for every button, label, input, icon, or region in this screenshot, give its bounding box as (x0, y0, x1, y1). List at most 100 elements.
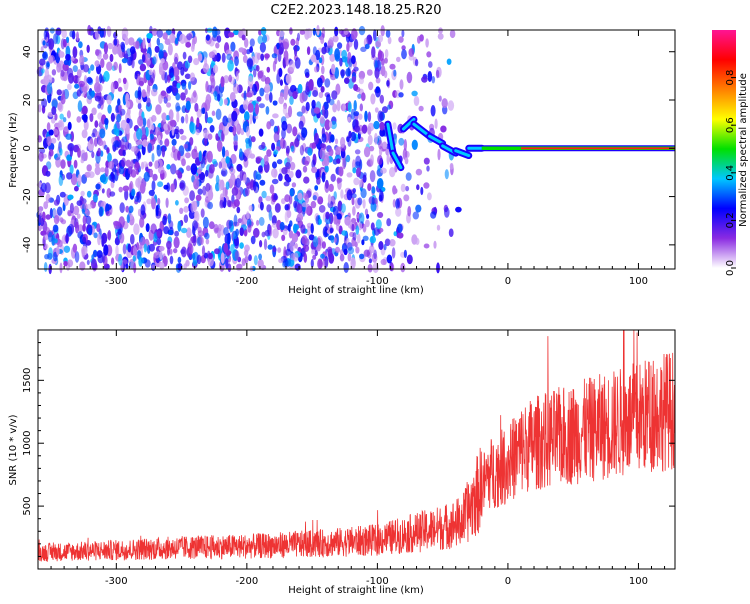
spectrogram-noise-blob (328, 37, 335, 43)
spectrogram-noise-blob (136, 152, 140, 163)
snr-y-tick-label: 1000 (22, 430, 33, 455)
spectrogram-arrival-core (391, 151, 403, 170)
spectrogram-noise-blob (406, 254, 413, 265)
spectrogram-noise-blob (139, 257, 145, 264)
spectrogram-noise-blob (80, 190, 85, 197)
spectrogram-noise-blob (118, 104, 123, 112)
spectrogram-noise-blob (63, 59, 69, 66)
spectrogram-noise-blob (278, 96, 285, 105)
spectrogram-noise-blob (151, 115, 157, 122)
spectrogram-noise-blob (379, 128, 386, 137)
spectrogram-noise-blob (368, 258, 372, 264)
spectrogram-noise-blob (170, 163, 177, 175)
spectrogram-noise-blob (53, 33, 59, 45)
spectrogram-noise-blob (220, 76, 225, 88)
spectrogram-noise-blob (67, 259, 74, 268)
spectrogram-noise-blob (304, 194, 310, 204)
spectrogram-noise-blob (382, 141, 388, 150)
spectrogram-noise-blob (317, 196, 324, 205)
spectrogram-noise-blob (374, 67, 380, 79)
spectrogram-noise-blob (225, 156, 230, 164)
spectrogram-noise-blob (318, 205, 326, 213)
spectrogram-noise-blob (175, 169, 181, 175)
spectrogram-noise-blob (135, 139, 142, 146)
spectrogram-noise-blob (404, 157, 409, 165)
spectrogram-noise-blob (216, 140, 223, 152)
spectrogram-noise-blob (259, 179, 266, 186)
spectrogram-noise-blob (188, 81, 192, 90)
spectrogram-noise-blob (340, 69, 346, 77)
spectrogram-noise-blob (187, 55, 193, 64)
spectrogram-noise-blob (249, 46, 254, 53)
spectrogram-noise-blob (379, 121, 385, 131)
spectrogram-noise-blob (285, 55, 289, 67)
spectrogram-noise-blob (137, 208, 141, 217)
spectrogram-noise-blob (204, 232, 210, 240)
spectrogram-noise-blob (62, 38, 67, 48)
spectrogram-noise-blob (179, 33, 186, 44)
spectrogram-noise-blob (119, 232, 125, 244)
spectrogram-noise-blob (325, 211, 330, 220)
spectrogram-noise-blob (50, 137, 57, 144)
spectrogram-noise-blob (421, 76, 428, 83)
spectrogram-noise-blob (190, 122, 197, 135)
spectrogram-noise-blob (272, 161, 277, 169)
spectrogram-noise-blob (179, 180, 186, 191)
spectrogram-noise-blob (211, 158, 217, 165)
spectrogram-noise-blob (279, 79, 283, 86)
spectrogram-noise-blob (321, 105, 325, 117)
spectrogram-noise-blob (133, 262, 137, 274)
spectrogram-noise-blob (278, 67, 283, 78)
spectrogram-noise-blob (358, 179, 363, 188)
spectrogram-noise-blob (371, 46, 376, 59)
spectrogram-noise-blob (347, 101, 352, 113)
spectrogram-noise-blob (266, 149, 272, 157)
spectrogram-noise-blob (99, 174, 107, 183)
spectrogram-noise-blob (347, 246, 355, 255)
spectrogram-noise-blob (127, 243, 132, 253)
spectrogram-noise-blob (352, 188, 357, 194)
spectrogram-noise-blob (174, 230, 180, 237)
spectrogram-noise-blob (333, 237, 337, 243)
colorbar-tick-label: 0.6 (725, 117, 736, 133)
spectrogram-noise-blob (111, 257, 115, 265)
spectrogram-noise-blob (177, 220, 182, 232)
spectrogram-noise-blob (200, 208, 205, 218)
spectrogram-noise-blob (168, 109, 174, 121)
spectrogram-noise-blob (403, 194, 410, 202)
spectrogram-noise-blob (282, 105, 288, 115)
spectrogram-noise-blob (48, 129, 54, 136)
spectrogram-noise-blob (244, 250, 249, 257)
spectrogram-noise-blob (138, 244, 142, 250)
spectrogram-noise-blob (312, 195, 317, 201)
spectrogram-noise-blob (120, 138, 125, 150)
spectrogram-noise-blob (38, 206, 44, 212)
spectrogram-noise-blob (158, 49, 164, 59)
spectrogram-noise-blob (444, 207, 450, 218)
spectrogram-noise-blob (237, 218, 243, 224)
spectrogram-noise-blob (377, 212, 384, 218)
spectrogram-noise-blob (86, 76, 93, 84)
colorbar: 0.0 0.2 0.4 0.6 0.8 Normalized spectral ampl… (712, 30, 749, 276)
spectrogram-noise-blob (190, 44, 195, 52)
spectrogram-noise-blob (328, 148, 334, 157)
spectrogram-noise-blob (229, 168, 236, 175)
spectrogram-noise-blob (278, 35, 285, 46)
spectrogram-noise-blob (156, 29, 163, 38)
snr-x-tick-label: 100 (629, 576, 648, 587)
spectrogram-noise-blob (148, 161, 153, 167)
spectrogram-noise-blob (345, 154, 351, 163)
spectrogram-noise-blob (288, 170, 294, 178)
spectrogram-noise-blob (248, 205, 253, 212)
spectrogram-noise-blob (258, 128, 264, 137)
spectrogram-arrival-core (454, 149, 471, 158)
spectrogram-noise-blob (168, 66, 175, 79)
snr-y-tick-label: 500 (22, 497, 33, 516)
spectrogram-noise-blob (213, 90, 218, 97)
spectrogram-noise-blob (272, 100, 278, 106)
spectrogram-noise-blob (403, 249, 407, 259)
spectrogram-noise-blob (40, 46, 44, 53)
spectrogram-noise-blob (148, 69, 153, 76)
spectrogram-noise-blob (268, 209, 273, 221)
spectrogram-noise-blob (41, 98, 48, 108)
